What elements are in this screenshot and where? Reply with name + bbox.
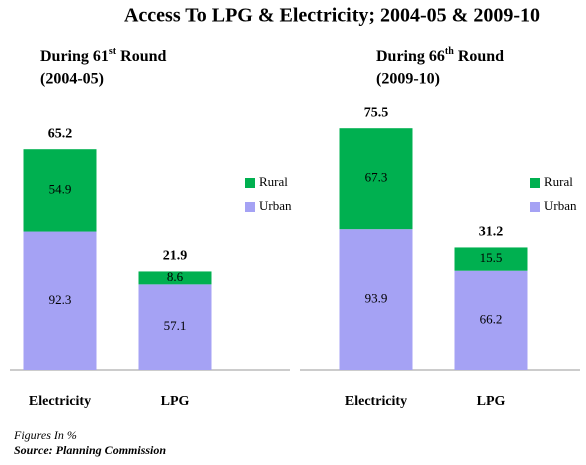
chart-title: Access To LPG & Electricity; 2004-05 & 2… (124, 5, 540, 27)
total-label: 21.9 (163, 249, 188, 264)
value-label: 15.5 (480, 250, 503, 265)
source: Source: Planning Commission (14, 443, 166, 457)
legend-swatch (530, 178, 540, 188)
legend-label: Urban (544, 198, 577, 213)
value-label: 57.1 (164, 318, 187, 333)
x-tick-label: Electricity (345, 394, 407, 409)
subtitle-text: Round (454, 48, 504, 65)
subtitle-text: During 61 (40, 48, 109, 65)
bar-segment (23, 231, 97, 370)
chart-subtitle: (2004-05) (40, 71, 104, 88)
note: Figures In % (13, 428, 77, 442)
value-label: 67.3 (365, 170, 388, 185)
legend-label: Urban (259, 198, 292, 213)
value-label: 93.9 (365, 291, 388, 306)
bar-segment (23, 149, 97, 232)
chart-subtitle: During 66th Round (376, 46, 504, 65)
bar-segment (454, 270, 528, 370)
subtitle-text: Round (116, 48, 166, 65)
subtitle-sup: st (109, 46, 117, 57)
x-tick-label: LPG (477, 394, 506, 409)
total-label: 75.5 (364, 105, 389, 120)
value-label: 8.6 (167, 269, 184, 284)
value-label: 66.2 (480, 311, 503, 326)
bar-segment (138, 284, 212, 370)
x-tick-label: LPG (161, 394, 190, 409)
bar-segment (339, 128, 413, 230)
chart-subtitle: (2009-10) (376, 71, 440, 88)
total-label: 65.2 (48, 126, 73, 141)
x-tick-label: Electricity (29, 394, 91, 409)
legend-label: Rural (259, 174, 288, 189)
value-label: 92.3 (49, 292, 72, 307)
legend-label: Rural (544, 174, 573, 189)
value-label: 54.9 (49, 181, 72, 196)
bar-segment (138, 271, 212, 285)
chart-subtitle: During 61st Round (40, 46, 166, 65)
bar-segment (454, 247, 528, 271)
legend-swatch (245, 178, 255, 188)
subtitle-text: During 66 (376, 48, 445, 65)
total-label: 31.2 (479, 225, 504, 240)
subtitle-sup: th (445, 46, 454, 57)
legend-swatch (530, 202, 540, 212)
legend-swatch (245, 202, 255, 212)
bar-segment (339, 229, 413, 370)
